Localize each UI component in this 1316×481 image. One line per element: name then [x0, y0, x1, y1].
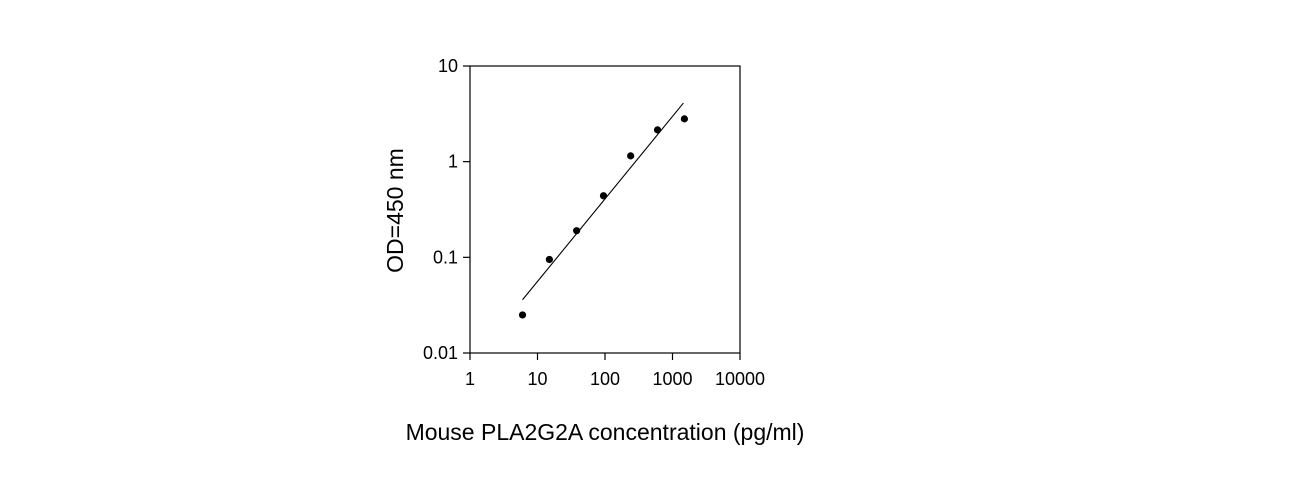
x-tick-label: 10000	[715, 369, 765, 389]
fit-line	[522, 102, 684, 301]
data-point	[599, 192, 608, 200]
data-point	[518, 311, 527, 319]
data-point	[680, 115, 688, 123]
y-tick-label: 1	[448, 152, 458, 172]
y-axis-title: OD=450 nm	[382, 148, 408, 273]
data-point	[653, 126, 662, 134]
x-axis-title: Mouse PLA2G2A concentration (pg/ml)	[406, 419, 805, 445]
x-tick-label: 10	[527, 369, 547, 389]
y-tick-label: 10	[438, 56, 458, 76]
x-axis-ticks: 1 10 100 1000 10000	[465, 353, 765, 389]
fit-line-group	[522, 102, 684, 301]
data-point	[573, 227, 581, 235]
data-point	[627, 152, 635, 160]
plot-frame-group	[469, 65, 741, 354]
data-point	[545, 255, 553, 264]
y-tick-label: 0.1	[433, 247, 458, 267]
x-tick-label: 1000	[652, 369, 692, 389]
data-points-group	[518, 115, 688, 319]
x-tick-label: 1	[465, 369, 475, 389]
plot-frame	[469, 65, 741, 354]
y-tick-label: 0.01	[423, 343, 458, 363]
x-tick-label: 100	[590, 369, 620, 389]
y-axis-ticks: 0.01 0.1 1 10	[423, 56, 470, 363]
